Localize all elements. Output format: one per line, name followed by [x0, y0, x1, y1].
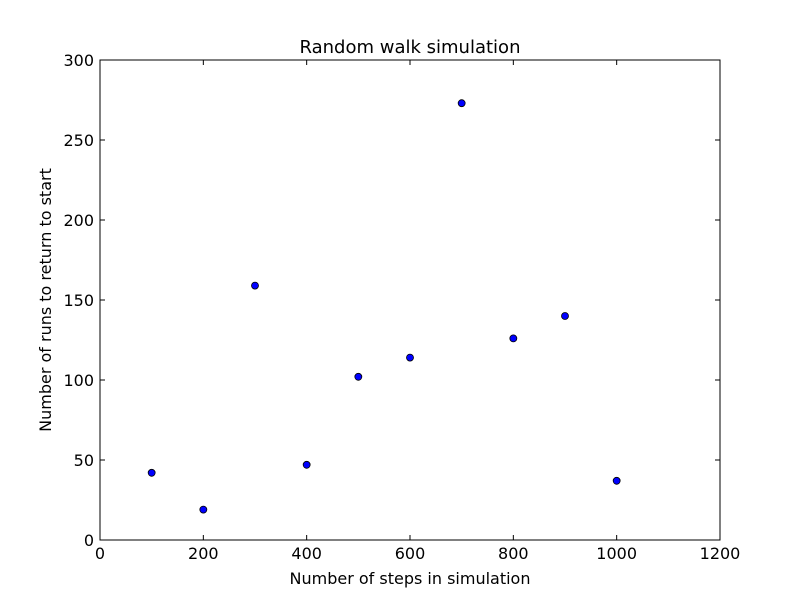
- y-axis-label: Number of runs to return to start: [36, 168, 55, 432]
- data-points: [147, 99, 621, 514]
- data-point: [509, 334, 518, 343]
- data-point: [251, 281, 259, 290]
- y-tick-label: 100: [63, 371, 94, 390]
- y-tick-label: 200: [63, 211, 94, 230]
- y-tick-label: 250: [63, 131, 94, 150]
- data-point: [561, 312, 569, 320]
- y-tick-label: 150: [63, 291, 94, 310]
- data-point: [302, 460, 311, 469]
- x-tick-label: 200: [188, 544, 219, 563]
- x-ticks: 0 200 400 600 800 1000 1200: [95, 60, 740, 563]
- x-tick-label: 600: [395, 544, 426, 563]
- data-point: [406, 353, 414, 362]
- y-tick-label: 0: [84, 531, 94, 550]
- x-tick-label: 400: [291, 544, 322, 563]
- plot-background: [100, 60, 720, 540]
- x-tick-label: 800: [498, 544, 529, 563]
- x-tick-label: 1200: [700, 544, 741, 563]
- data-point: [612, 476, 621, 485]
- x-tick-label: 0: [95, 544, 105, 563]
- x-axis-label: Number of steps in simulation: [290, 569, 531, 588]
- y-tick-label: 300: [63, 51, 94, 70]
- data-point: [354, 372, 363, 381]
- data-point: [457, 99, 466, 108]
- data-point: [147, 468, 156, 477]
- x-tick-label: 1000: [596, 544, 637, 563]
- data-point: [199, 505, 208, 514]
- y-ticks: 0 50 100 150 200 250 300: [63, 51, 720, 550]
- plot-frame: [99, 59, 721, 541]
- chart-title: Random walk simulation: [300, 37, 521, 58]
- y-tick-label: 50: [74, 451, 94, 470]
